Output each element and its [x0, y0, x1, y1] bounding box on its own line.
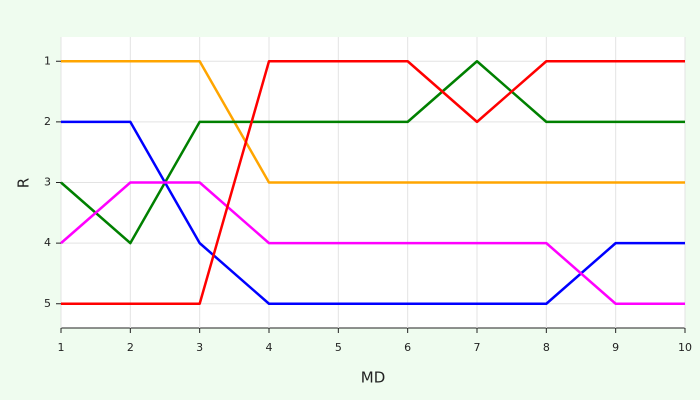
y-tick-label: 4 — [44, 236, 51, 249]
series-line — [61, 60, 685, 305]
x-tick-label: 9 — [612, 341, 619, 354]
y-tick-label: 5 — [44, 297, 51, 310]
x-tick-label: 6 — [404, 341, 411, 354]
x-tick-label: 10 — [678, 341, 692, 354]
y-tick-label: 3 — [44, 176, 51, 189]
x-tick-label: 8 — [543, 341, 550, 354]
series-line — [61, 60, 685, 184]
x-tick-label: 7 — [474, 341, 481, 354]
series-line — [60, 181, 685, 305]
y-tick-label: 1 — [44, 54, 51, 67]
x-tick-label: 2 — [127, 341, 134, 354]
y-tick-label: 2 — [44, 115, 51, 128]
x-tick-label: 3 — [196, 341, 203, 354]
x-tick-label: 5 — [335, 341, 342, 354]
x-axis-title: MD — [361, 369, 386, 387]
x-tick-label: 4 — [266, 341, 273, 354]
x-tick-label: 1 — [58, 341, 65, 354]
y-axis-title: R — [15, 178, 33, 188]
